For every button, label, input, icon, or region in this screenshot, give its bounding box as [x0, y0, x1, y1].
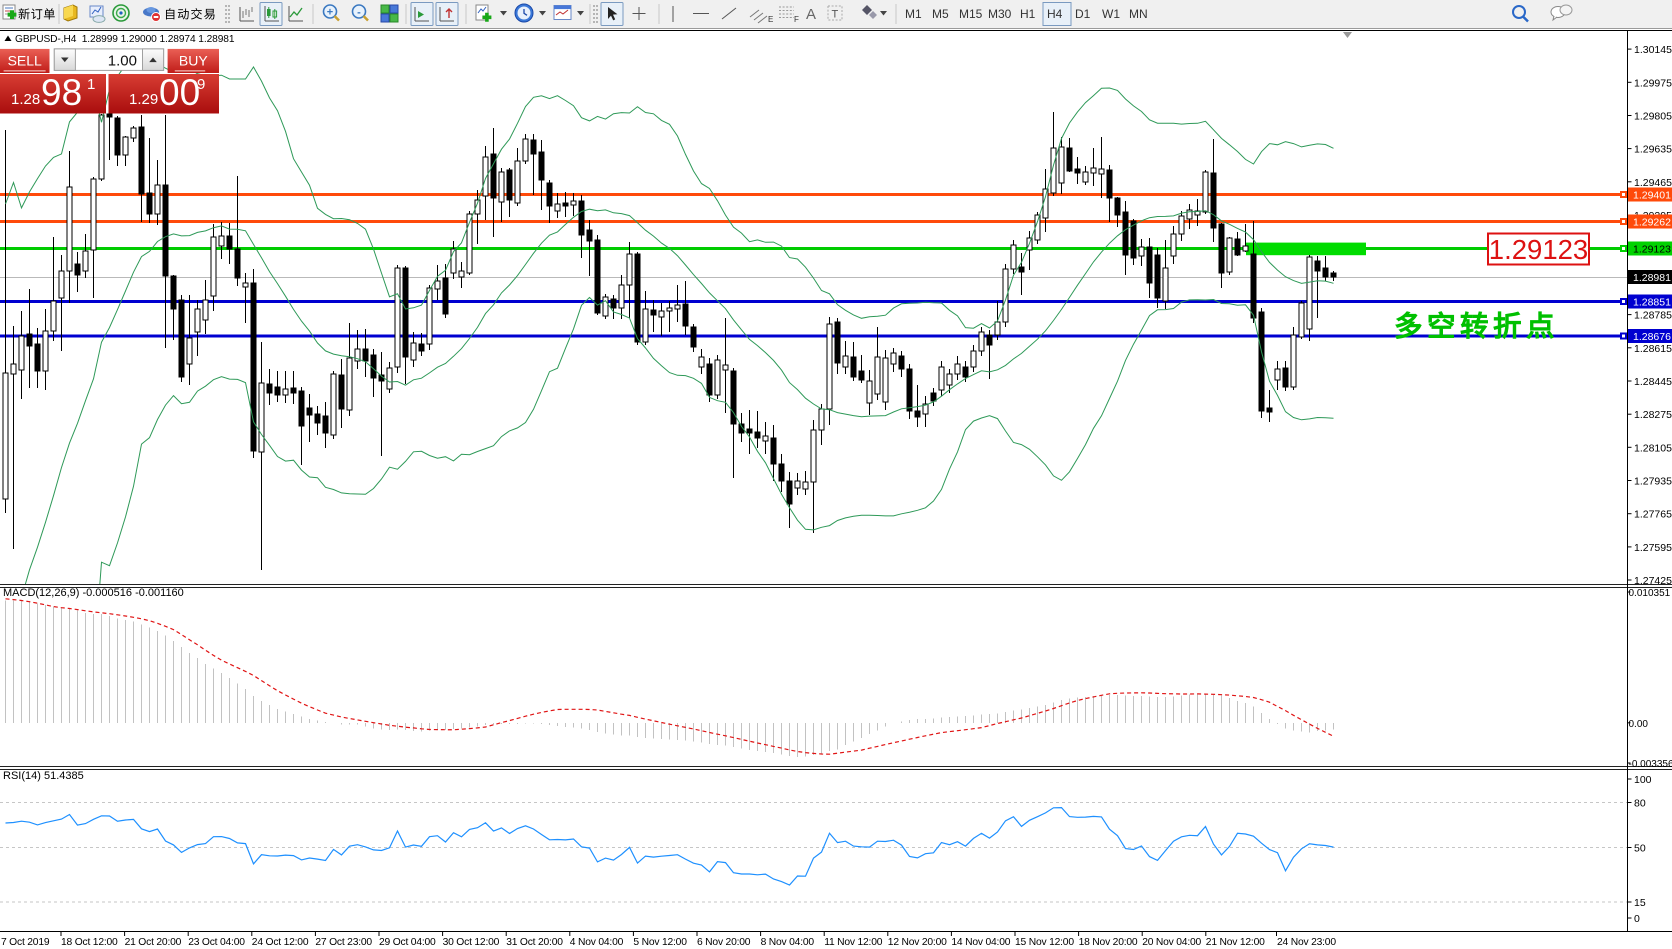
svg-text:31 Oct 20:00: 31 Oct 20:00	[506, 937, 563, 948]
svg-text:W1: W1	[1102, 7, 1120, 21]
svg-text:1.27595: 1.27595	[1634, 542, 1672, 554]
svg-text:1.28445: 1.28445	[1634, 376, 1672, 388]
svg-text:1.29123: 1.29123	[1633, 244, 1671, 256]
svg-text:0: 0	[1634, 913, 1640, 925]
svg-text:M15: M15	[959, 7, 983, 21]
svg-text:A: A	[806, 6, 816, 23]
svg-text:1.28676: 1.28676	[1633, 331, 1671, 343]
svg-text:30 Oct 12:00: 30 Oct 12:00	[443, 937, 500, 948]
svg-text:1.28851: 1.28851	[1633, 297, 1671, 309]
svg-text:M5: M5	[932, 7, 949, 21]
svg-text:1.27765: 1.27765	[1634, 509, 1672, 521]
svg-text:9: 9	[197, 76, 205, 93]
svg-text:24 Oct 12:00: 24 Oct 12:00	[252, 937, 309, 948]
svg-text:T: T	[832, 9, 839, 21]
svg-text:15: 15	[1634, 897, 1646, 909]
svg-text:24 Nov 23:00: 24 Nov 23:00	[1277, 937, 1336, 948]
svg-text:1.29262: 1.29262	[1633, 217, 1671, 229]
svg-text:+: +	[327, 7, 333, 19]
svg-text:1.29401: 1.29401	[1633, 190, 1671, 202]
svg-text:20 Nov 04:00: 20 Nov 04:00	[1142, 937, 1201, 948]
svg-text:14 Nov 04:00: 14 Nov 04:00	[951, 937, 1010, 948]
svg-text:29 Oct 04:00: 29 Oct 04:00	[379, 937, 436, 948]
svg-text:1.30145: 1.30145	[1634, 44, 1672, 56]
svg-text:SELL: SELL	[8, 53, 42, 69]
svg-text:23 Oct 04:00: 23 Oct 04:00	[188, 937, 245, 948]
svg-text:00: 00	[159, 72, 200, 113]
svg-text:M30: M30	[988, 7, 1012, 21]
svg-text:21 Oct 20:00: 21 Oct 20:00	[125, 937, 182, 948]
svg-text:1.29123: 1.29123	[1489, 234, 1588, 265]
svg-text:15 Nov 12:00: 15 Nov 12:00	[1015, 937, 1074, 948]
svg-text:1.27425: 1.27425	[1634, 575, 1672, 587]
svg-text:-0.003356: -0.003356	[1629, 759, 1672, 770]
svg-text:1.28785: 1.28785	[1634, 310, 1672, 322]
svg-text:E: E	[768, 15, 773, 24]
svg-text:18 Nov 20:00: 18 Nov 20:00	[1079, 937, 1138, 948]
svg-text:8 Nov 04:00: 8 Nov 04:00	[761, 937, 815, 948]
svg-text:H1: H1	[1020, 7, 1036, 21]
svg-text:18 Oct 12:00: 18 Oct 12:00	[61, 937, 118, 948]
svg-text:1.29805: 1.29805	[1634, 111, 1672, 123]
svg-text:MN: MN	[1129, 7, 1148, 21]
svg-text:98: 98	[41, 72, 82, 113]
svg-text:1.28615: 1.28615	[1634, 343, 1672, 355]
svg-text:1.28275: 1.28275	[1634, 409, 1672, 421]
svg-text:5 Nov 12:00: 5 Nov 12:00	[633, 937, 687, 948]
svg-text:1.29: 1.29	[129, 91, 158, 108]
svg-text:7 Oct 2019: 7 Oct 2019	[1, 937, 50, 948]
svg-text:12 Nov 20:00: 12 Nov 20:00	[888, 937, 947, 948]
svg-text:-: -	[357, 7, 361, 19]
svg-text:1.00: 1.00	[108, 52, 137, 69]
svg-text:6 Nov 20:00: 6 Nov 20:00	[697, 937, 751, 948]
svg-text:1.28981: 1.28981	[1633, 272, 1671, 284]
svg-text:1.29975: 1.29975	[1634, 77, 1672, 89]
svg-text:1.29465: 1.29465	[1634, 177, 1672, 189]
svg-text:M1: M1	[905, 7, 922, 21]
svg-text:0.00: 0.00	[1629, 719, 1649, 730]
svg-text:RSI(14) 51.4385: RSI(14) 51.4385	[3, 770, 84, 782]
svg-text:D1: D1	[1075, 7, 1091, 21]
svg-text:27 Oct 23:00: 27 Oct 23:00	[315, 937, 372, 948]
svg-text:BUY: BUY	[179, 53, 208, 69]
svg-text:1.29635: 1.29635	[1634, 144, 1672, 156]
svg-text:50: 50	[1634, 843, 1646, 855]
svg-text:11 Nov 12:00: 11 Nov 12:00	[824, 937, 883, 948]
svg-text:21 Nov 12:00: 21 Nov 12:00	[1206, 937, 1265, 948]
svg-text:1: 1	[87, 76, 95, 93]
svg-text:MACD(12,26,9) -0.000516 -0.001: MACD(12,26,9) -0.000516 -0.001160	[3, 587, 184, 599]
svg-text:80: 80	[1634, 798, 1646, 810]
svg-text:H4: H4	[1047, 7, 1063, 21]
svg-text:1.28105: 1.28105	[1634, 442, 1672, 454]
svg-text:4 Nov 04:00: 4 Nov 04:00	[570, 937, 624, 948]
svg-text:1.28: 1.28	[11, 91, 40, 108]
svg-text:100: 100	[1634, 774, 1652, 786]
svg-text:1.27935: 1.27935	[1634, 476, 1672, 488]
svg-text:F: F	[794, 15, 799, 24]
svg-text:0.010351: 0.010351	[1629, 588, 1671, 599]
svg-text:GBPUSD-,H4 1.28999 1.29000 1.: GBPUSD-,H4 1.28999 1.29000 1.28974 1.289…	[15, 34, 235, 45]
